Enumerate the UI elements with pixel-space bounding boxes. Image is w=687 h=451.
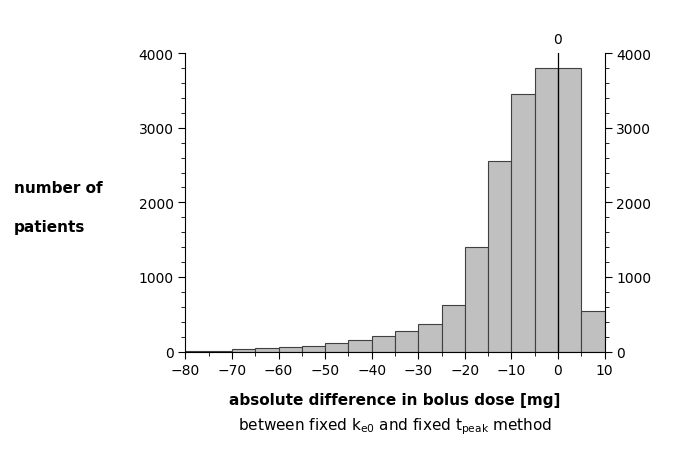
Text: 0: 0 (554, 33, 563, 47)
Bar (395, 331, 418, 352)
Bar (442, 306, 465, 352)
Bar (511, 95, 534, 352)
Bar (325, 344, 348, 352)
Bar (418, 324, 442, 352)
Text: absolute difference in bolus dose [mg]: absolute difference in bolus dose [mg] (229, 391, 561, 407)
Text: between fixed $\mathregular{k_{e0}}$ and fixed $\mathregular{t_{peak}}$ method: between fixed $\mathregular{k_{e0}}$ and… (238, 416, 552, 437)
Bar (558, 69, 581, 352)
Text: number of: number of (14, 180, 102, 196)
Bar (534, 69, 558, 352)
Bar (302, 346, 325, 352)
Text: patients: patients (14, 219, 85, 234)
Bar (348, 340, 372, 352)
Bar (232, 350, 256, 352)
Bar (488, 162, 511, 352)
Bar (581, 311, 605, 352)
Bar (209, 351, 232, 352)
Bar (256, 349, 279, 352)
Bar (279, 347, 302, 352)
Bar (465, 248, 488, 352)
Bar (372, 336, 395, 352)
